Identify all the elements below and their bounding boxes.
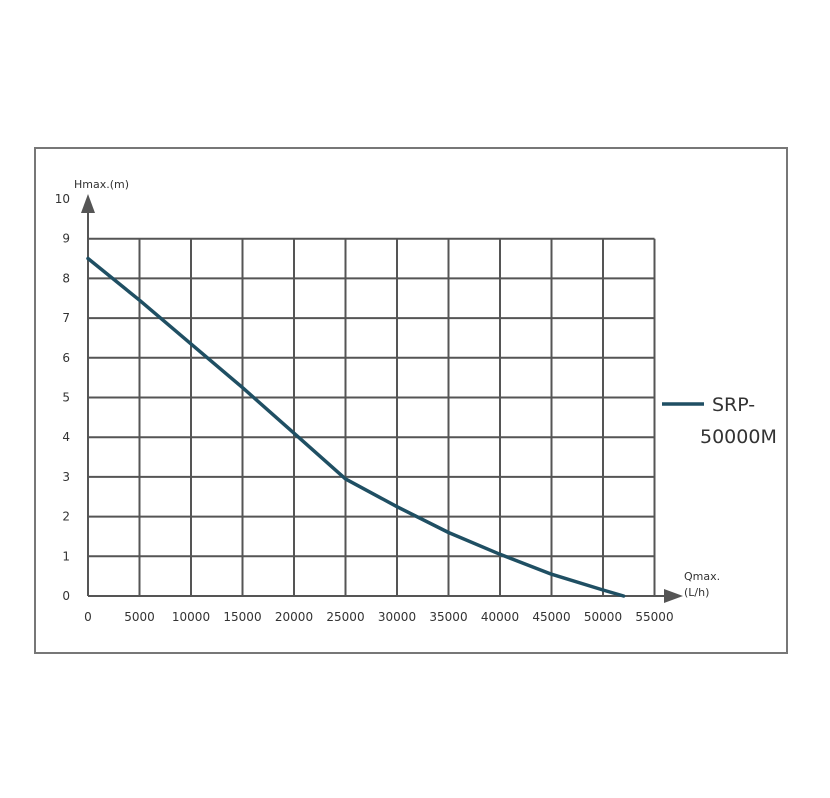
x-tick-label-8: 40000: [481, 610, 519, 624]
x-tick-label-5: 25000: [326, 610, 364, 624]
y-tick-label-4: 4: [62, 430, 70, 444]
axes: [81, 194, 683, 603]
chart-frame: [34, 147, 788, 654]
y-tick-label-10: 10: [55, 192, 70, 206]
x-tick-label-7: 35000: [429, 610, 467, 624]
y-tick-label-3: 3: [62, 470, 70, 484]
series-line-0: [86, 256, 626, 598]
y-tick-label-5: 5: [62, 391, 70, 405]
x-tick-label-3: 15000: [223, 610, 261, 624]
x-axis-title-line2: (L/h): [684, 586, 709, 599]
y-tick-label-1: 1: [62, 549, 70, 563]
y-tick-label-0: 0: [62, 589, 70, 603]
tick-labels: 0 5000 10000 15000 20000 25000 30000 35000 40000…: [55, 192, 674, 624]
y-axis-title: Hmax.(m): [74, 178, 129, 191]
y-tick-label-2: 2: [62, 510, 70, 524]
legend-label-line2: 50000M: [700, 426, 777, 448]
x-tick-label-0: 0: [84, 610, 92, 624]
y-tick-label-9: 9: [62, 232, 70, 246]
x-tick-label-6: 30000: [378, 610, 416, 624]
x-tick-label-10: 50000: [584, 610, 622, 624]
grid: [88, 237, 656, 596]
y-tick-label-6: 6: [62, 351, 70, 365]
x-tick-label-2: 10000: [172, 610, 210, 624]
legend-label-line1: SRP-: [712, 394, 755, 416]
y-axis-arrow: [81, 194, 95, 213]
x-tick-label-9: 45000: [532, 610, 570, 624]
x-tick-label-1: 5000: [124, 610, 155, 624]
x-axis-arrow: [664, 589, 683, 603]
y-tick-label-8: 8: [62, 271, 70, 285]
series-layer: [86, 256, 626, 598]
y-tick-label-7: 7: [62, 311, 70, 325]
x-tick-label-11: 55000: [635, 610, 673, 624]
x-tick-label-4: 20000: [275, 610, 313, 624]
x-axis-title-line1: Qmax.: [684, 570, 720, 583]
